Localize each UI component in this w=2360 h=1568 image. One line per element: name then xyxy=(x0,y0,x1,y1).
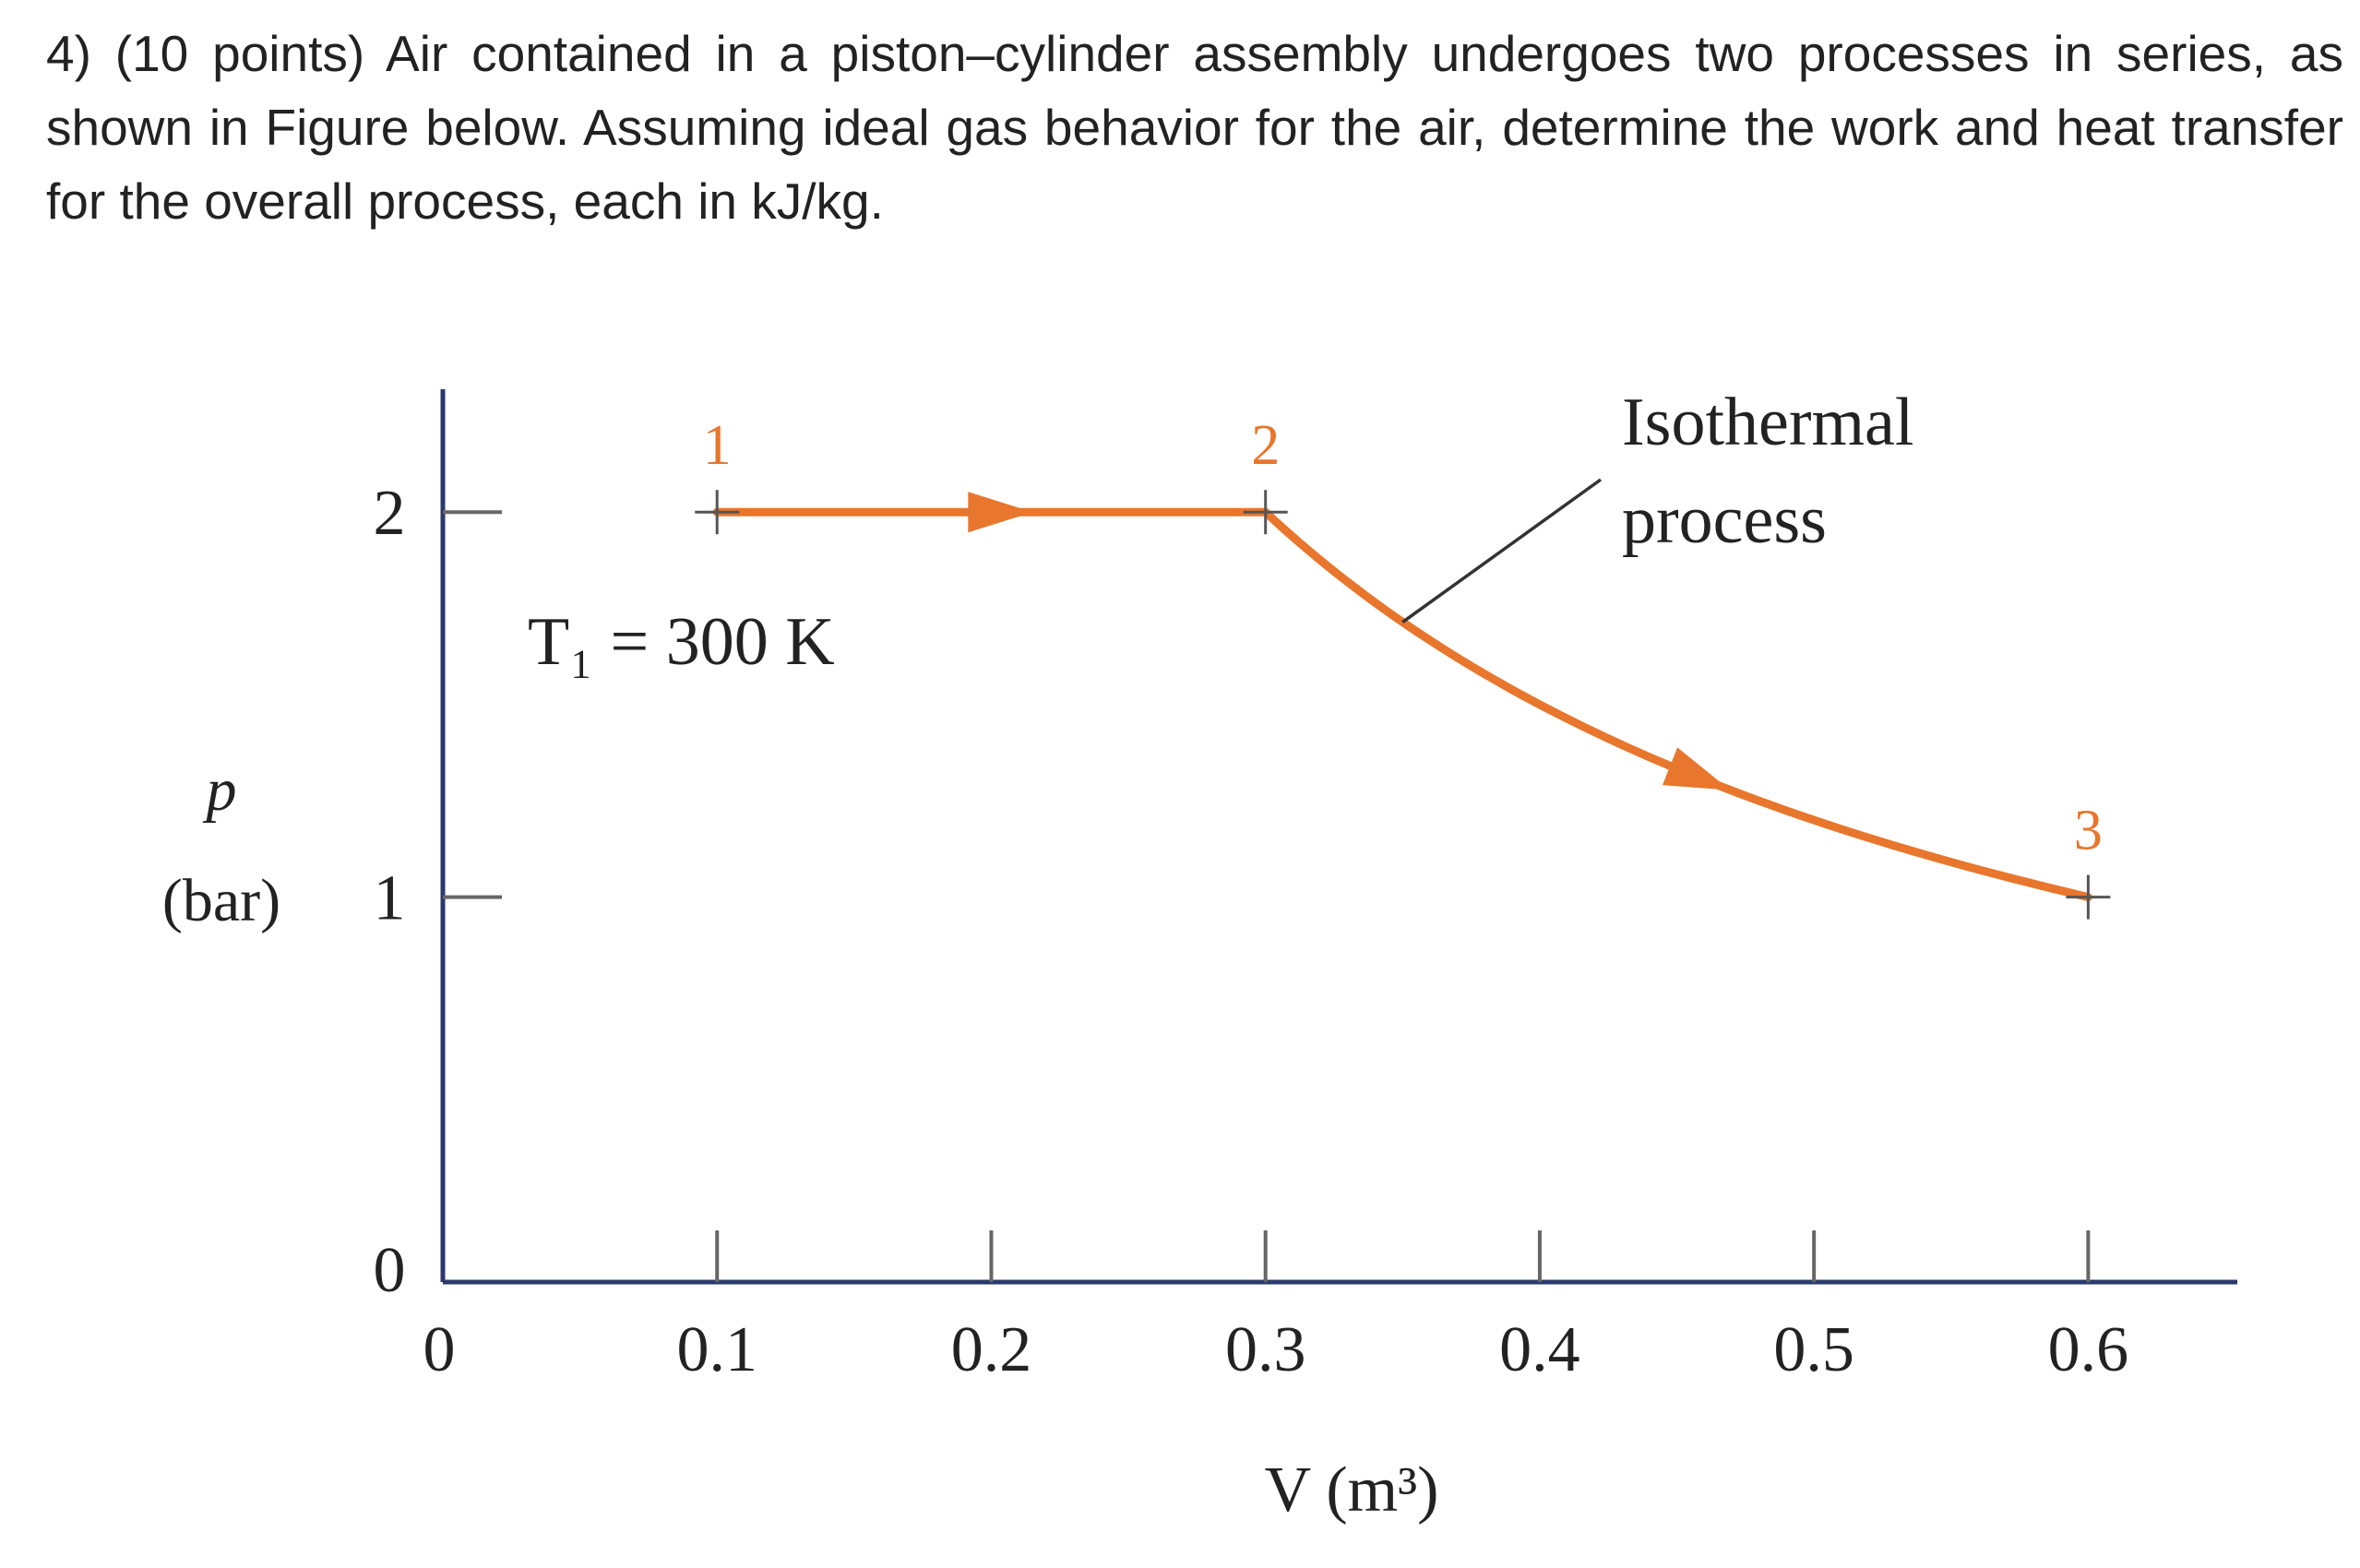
arrow-1-2 xyxy=(968,492,1033,533)
isothermal-label-line1: Isothermal xyxy=(1622,385,1913,460)
y-axis-label-unit: (bar) xyxy=(162,867,280,934)
state-label-2: 2 xyxy=(1251,414,1280,477)
x-tick-label: 0.5 xyxy=(1773,1314,1854,1385)
x-tick-label: 0.6 xyxy=(2048,1314,2129,1385)
y-tick-label: 0 xyxy=(374,1235,406,1306)
problem-statement: 4) (10 points) Air contained in a piston… xyxy=(46,25,2343,230)
temperature-annotation: T₁ = 300 K xyxy=(528,604,835,680)
isothermal-label-line2: process xyxy=(1622,482,1827,558)
process-curve-2-3 xyxy=(1261,507,2092,902)
x-axis-label: V (m³) xyxy=(1265,1455,1439,1526)
isothermal-leader-line xyxy=(1401,478,1603,624)
chart-ticks: 0 0.1 0.2 0.3 0.4 0.5 0.6 0 1 2 xyxy=(374,478,2129,1385)
y-axis-label-p: p xyxy=(203,756,237,824)
y-tick-label: 2 xyxy=(374,478,406,549)
arrow-1-2-head xyxy=(968,492,1033,533)
chart-axes xyxy=(440,389,2237,1285)
x-tick-label: 0.3 xyxy=(1225,1314,1306,1385)
x-tick-label: 0 xyxy=(423,1314,456,1385)
arrow-2-3 xyxy=(1662,747,1731,790)
x-tick-label: 0.1 xyxy=(676,1314,757,1385)
x-tick-label: 0.2 xyxy=(951,1314,1032,1385)
state-label-1: 1 xyxy=(703,414,732,477)
y-tick-label: 1 xyxy=(374,863,406,934)
chart-labels: p (bar) V (m³) T₁ = 300 K Isothermal pro… xyxy=(162,385,1914,1526)
state-label-3: 3 xyxy=(2074,800,2103,862)
process-path-group: 1 2 3 xyxy=(695,414,2111,920)
arrow-2-3-head xyxy=(1662,747,1731,790)
x-tick-label: 0.4 xyxy=(1499,1314,1580,1385)
